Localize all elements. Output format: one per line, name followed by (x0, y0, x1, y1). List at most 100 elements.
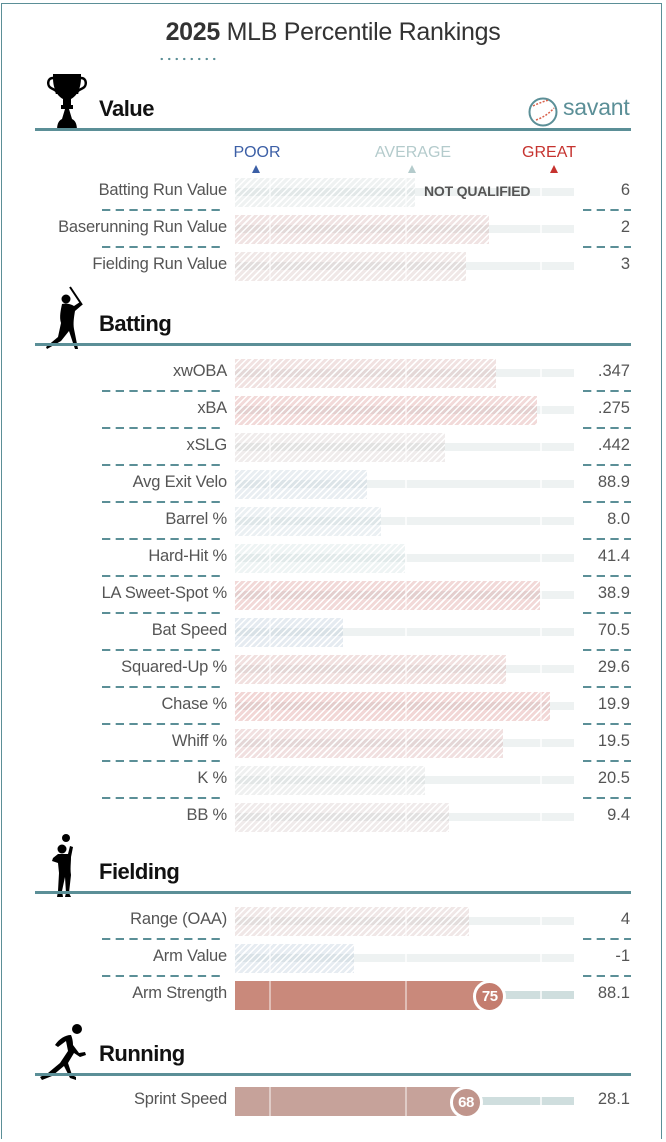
track-tick (540, 665, 543, 673)
bar-tick (404, 1087, 407, 1116)
track-tick (540, 591, 543, 599)
percentile-badge: 75 (473, 980, 507, 1013)
metric-label: Arm Strength (132, 984, 227, 1002)
percentile-bar (235, 359, 497, 388)
percentile-bar (235, 178, 415, 207)
row-divider (102, 938, 225, 940)
metric-value: 70.5 (597, 621, 630, 639)
bar-tick (404, 581, 407, 610)
savant-logo[interactable]: savant (527, 94, 630, 133)
metric-row[interactable]: Fielding Run Value 3 (0, 248, 666, 285)
metric-row[interactable]: Batting Run Value NOT QUALIFIED 6 (0, 174, 666, 211)
fielder-icon (48, 834, 82, 905)
metric-label: BB % (186, 806, 228, 824)
metric-label: Chase % (161, 695, 227, 713)
metric-row[interactable]: Range (OAA) 4 (0, 903, 666, 940)
row-divider (583, 427, 631, 429)
bar-tick (540, 692, 543, 721)
row-divider (583, 686, 631, 688)
percentile-bar (235, 507, 381, 536)
row-divider (583, 760, 631, 762)
metric-row[interactable]: LA Sweet-Spot % 38.9 (0, 577, 666, 614)
legend-average-arrow (408, 165, 416, 173)
row-divider (583, 797, 631, 799)
metric-row[interactable]: Chase % 19.9 (0, 688, 666, 725)
metric-value: 2 (620, 218, 630, 236)
title-year: 2025 (165, 18, 221, 46)
metric-row[interactable]: xwOBA .347 (0, 355, 666, 392)
metric-label: Squared-Up % (121, 658, 227, 676)
metric-row[interactable]: Hard-Hit % 41.4 (0, 540, 666, 577)
bar-tick (404, 252, 407, 281)
metric-row[interactable]: Bat Speed 70.5 (0, 614, 666, 651)
section-title: Fielding (99, 859, 180, 884)
row-divider (102, 501, 225, 503)
metric-row[interactable]: Whiff % 19.5 (0, 725, 666, 762)
percentile-bar (235, 1087, 466, 1116)
metric-row[interactable]: Barrel % 8.0 (0, 503, 666, 540)
row-divider (583, 575, 631, 577)
metric-row[interactable]: Arm Value -1 (0, 940, 666, 977)
bar-tick (268, 1087, 271, 1116)
metric-row[interactable]: xSLG .442 (0, 429, 666, 466)
metric-value: -1 (615, 947, 630, 965)
metric-value: 4 (620, 910, 630, 928)
percentile-bar (235, 655, 507, 684)
percentile-bar (235, 433, 446, 462)
metric-value: .275 (597, 399, 630, 417)
metric-row[interactable]: K % 20.5 (0, 762, 666, 799)
track-tick (404, 554, 407, 562)
track-tick (540, 739, 543, 747)
metric-row[interactable]: Baserunning Run Value 2 (0, 211, 666, 248)
metric-value: 28.1 (597, 1090, 630, 1108)
bar-tick (404, 655, 407, 684)
metric-row[interactable]: BB % 9.4 (0, 799, 666, 836)
track-tick (540, 1097, 543, 1105)
page-title: 2025 MLB Percentile Rankings (0, 18, 666, 47)
metric-value: .347 (597, 362, 630, 380)
percentile-bar (235, 803, 449, 832)
bar-tick (268, 981, 271, 1010)
percentile-bar (235, 981, 490, 1010)
metric-row[interactable]: Avg Exit Velo 88.9 (0, 466, 666, 503)
track-tick (540, 776, 543, 784)
bar-tick (404, 433, 407, 462)
bar-tick (268, 544, 271, 573)
bar-tick (404, 766, 407, 795)
metric-value: 8.0 (607, 510, 630, 528)
track-tick (540, 480, 543, 488)
row-divider (102, 797, 225, 799)
bar-tick (268, 433, 271, 462)
metric-row[interactable]: Squared-Up % 29.6 (0, 651, 666, 688)
batter-icon (40, 285, 90, 356)
bar-tick (268, 618, 271, 647)
track-tick (404, 480, 407, 488)
row-divider (102, 975, 225, 977)
row-divider (583, 501, 631, 503)
metric-row[interactable]: Sprint Speed 68 28.1 (0, 1083, 666, 1120)
bar-tick (268, 944, 271, 973)
bar-tick (404, 359, 407, 388)
bar-tick (268, 655, 271, 684)
bar-tick (268, 729, 271, 758)
percentile-bar (235, 544, 405, 573)
metric-row[interactable]: Arm Strength 75 88.1 (0, 977, 666, 1014)
bar-tick (404, 692, 407, 721)
metric-label: Bat Speed (151, 621, 227, 639)
track-tick (404, 954, 407, 962)
bar-tick (268, 803, 271, 832)
row-divider (102, 575, 225, 577)
row-divider (102, 649, 225, 651)
bar-tick (268, 178, 271, 207)
legend-average: AVERAGE (374, 144, 452, 161)
metric-value: 38.9 (597, 584, 630, 602)
metric-row[interactable]: xBA .275 (0, 392, 666, 429)
metric-label: Barrel % (165, 510, 227, 528)
row-divider (102, 612, 225, 614)
row-divider (102, 209, 225, 211)
bar-tick (268, 396, 271, 425)
metric-value: 9.4 (607, 806, 630, 824)
metric-value: 6 (620, 181, 630, 199)
metric-value: 3 (620, 255, 630, 273)
track-tick (540, 369, 543, 377)
